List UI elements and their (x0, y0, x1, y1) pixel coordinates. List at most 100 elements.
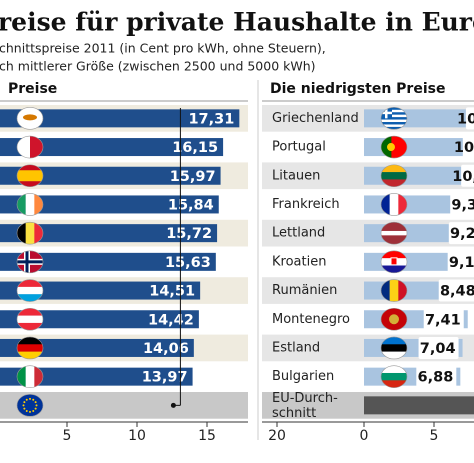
flag-stripe (389, 193, 399, 216)
value-label: 10,42 (457, 111, 474, 127)
label-box (461, 164, 474, 187)
flag-outline (16, 365, 44, 388)
flag (17, 222, 43, 245)
flag-stripe (381, 117, 407, 120)
flag-outline (16, 164, 44, 188)
flag-stripe (17, 394, 43, 417)
flag (17, 136, 43, 159)
flag-outline (16, 135, 44, 159)
flag-stripe (381, 193, 390, 216)
flag (17, 107, 43, 130)
flag (381, 222, 407, 245)
flag-detail (389, 314, 399, 325)
flag-outline (380, 135, 408, 159)
flag-detail (23, 114, 37, 121)
subtitle: chnittspreise 2011 (in Cent pro kWh, ohn… (0, 41, 326, 56)
flag-stripe (25, 193, 35, 216)
value-label: 7,04 (420, 341, 456, 357)
flag-detail (387, 143, 395, 152)
flag-stripe (25, 222, 35, 245)
flag-detail (23, 401, 26, 404)
flag-detail (22, 404, 25, 407)
bar (0, 367, 193, 386)
flag-outline (16, 193, 44, 216)
flag-stripe (381, 119, 407, 123)
value-label: 8,48 (440, 284, 474, 300)
flag-stripe (381, 136, 392, 159)
x-tick-label: 20 (268, 428, 286, 444)
label-box (416, 365, 457, 388)
value-label: 9,20 (450, 226, 474, 242)
flag (381, 136, 407, 159)
flag-stripe (17, 286, 43, 295)
label-box (423, 308, 464, 331)
value-label: 9,30 (451, 197, 474, 213)
flag-detail (35, 404, 38, 407)
flag-outline (380, 193, 408, 216)
flag-outline (16, 221, 44, 245)
flag-stripe (17, 294, 43, 302)
flag (381, 365, 407, 388)
flag-detail (17, 260, 43, 264)
flag-stripe (17, 365, 26, 388)
flag-detail (29, 397, 31, 400)
flag (17, 279, 43, 302)
value-label: 14,51 (149, 284, 195, 300)
flag (17, 336, 43, 359)
flag (17, 394, 43, 417)
flag-stripe (381, 164, 407, 173)
value-label: 15,97 (170, 169, 216, 185)
flag-stripe (17, 222, 26, 245)
flag-stripe (17, 170, 43, 182)
flag-detail (381, 111, 392, 115)
label-box (465, 107, 474, 130)
category-label: Portugal (272, 140, 326, 155)
flag-outline (380, 365, 408, 388)
flag-stripe (381, 114, 407, 118)
panel-title: Preise (8, 81, 57, 97)
flag-outline (16, 250, 44, 274)
bar (0, 166, 221, 185)
flag-stripe (381, 279, 390, 302)
bar (0, 109, 240, 128)
flag-outline (16, 307, 44, 331)
label-box (418, 336, 459, 359)
flag-detail (29, 410, 31, 413)
flag-outline (380, 336, 408, 360)
flag-detail (25, 409, 28, 412)
flag-stripe (389, 279, 399, 302)
bar (0, 310, 199, 329)
category-label: Lettland (272, 226, 325, 241)
category-label: Litauen (272, 168, 320, 183)
flag (381, 336, 407, 359)
flag (17, 250, 43, 273)
flag-stripe (381, 109, 407, 113)
flag-detail (390, 257, 398, 266)
label-box (448, 222, 474, 245)
flag-stripe (381, 172, 407, 180)
flag-stripe (398, 279, 407, 302)
flag-stripe (381, 380, 407, 388)
reference-label: EU-Durch- (272, 391, 338, 406)
subtitle: ch mittlerer Größe (zwischen 2500 und 50… (0, 59, 316, 74)
flag (17, 308, 43, 331)
flag-detail (23, 407, 26, 410)
category-label: Bulgarien (272, 369, 334, 384)
flag-outline (380, 164, 408, 188)
flag-stripe (34, 193, 43, 216)
flag-outline (16, 279, 44, 302)
flag (17, 193, 43, 216)
flag-stripe (381, 351, 407, 359)
flag-stripe (381, 179, 407, 187)
value-label: 15,72 (166, 226, 212, 242)
flag-stripe (17, 193, 26, 216)
flag-stripe (17, 164, 43, 171)
flag-stripe (17, 351, 43, 359)
flag (381, 308, 407, 331)
value-label: 10,08 (452, 169, 474, 185)
flag-stripe (381, 112, 407, 115)
flag (381, 107, 407, 130)
flag-stripe (381, 344, 407, 352)
value-label: 13,97 (142, 370, 188, 386)
